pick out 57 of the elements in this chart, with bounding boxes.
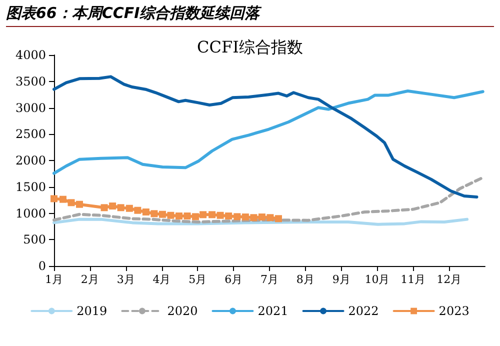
y-tick-label: 2000: [15, 154, 46, 168]
point: [76, 200, 83, 208]
point: [167, 212, 174, 219]
legend-label: 2019: [76, 304, 108, 318]
point: [142, 208, 150, 216]
chart-title: 图表66：本周CCFI综合指数延续回落: [6, 4, 494, 27]
point: [216, 212, 224, 219]
y-tick-label: 0: [38, 259, 46, 273]
x-tick-label: 2月: [80, 273, 99, 286]
point: [266, 214, 274, 222]
x-tick-label: 4月: [152, 273, 171, 286]
x-tick-label: 11月: [400, 273, 426, 286]
point: [100, 204, 108, 212]
y-tick-label: 1000: [15, 206, 46, 220]
point: [50, 195, 58, 202]
point: [134, 206, 142, 214]
chart-subtitle: CCFI综合指数: [197, 38, 303, 56]
x-tick-label: 5月: [188, 273, 207, 286]
point: [250, 214, 258, 222]
x-tick-label: 8月: [296, 273, 314, 286]
point: [59, 196, 66, 203]
x-tick-label: 1月: [45, 273, 63, 286]
y-tick-label: 500: [23, 232, 46, 247]
y-tick-label: 2500: [15, 127, 46, 142]
point: [274, 215, 282, 222]
point: [175, 212, 182, 220]
line-series: [52, 89, 484, 175]
point: [208, 211, 216, 218]
line-series: [52, 75, 478, 199]
x-tick-label: 9月: [332, 273, 350, 286]
x-tick-label: 7月: [260, 273, 278, 286]
point: [117, 204, 124, 212]
x-tick-label: 10月: [364, 273, 390, 286]
point: [109, 202, 116, 210]
point: [150, 210, 158, 218]
x-tick-label: 12月: [436, 273, 462, 286]
point: [192, 213, 200, 220]
point: [234, 213, 241, 220]
x-tick-label: 3月: [116, 273, 135, 286]
point: [225, 212, 232, 220]
legend-label: 2022: [348, 304, 379, 318]
point: [258, 213, 266, 220]
point: [200, 211, 207, 218]
y-tick-label: 1500: [15, 180, 46, 194]
x-tick-label: 6月: [224, 273, 243, 286]
point: [68, 199, 75, 206]
y-tick-label: 3000: [15, 100, 46, 115]
point: [242, 213, 249, 220]
line-series: [52, 176, 484, 224]
y-tick-label: 4000: [15, 48, 46, 62]
legend-label: 2020: [167, 304, 198, 318]
point: [184, 212, 191, 220]
point: [158, 210, 166, 218]
legend-label: 2023: [438, 304, 470, 318]
point: [126, 204, 133, 212]
y-tick-label: 3500: [15, 74, 46, 88]
legend-label: 2021: [258, 304, 288, 318]
